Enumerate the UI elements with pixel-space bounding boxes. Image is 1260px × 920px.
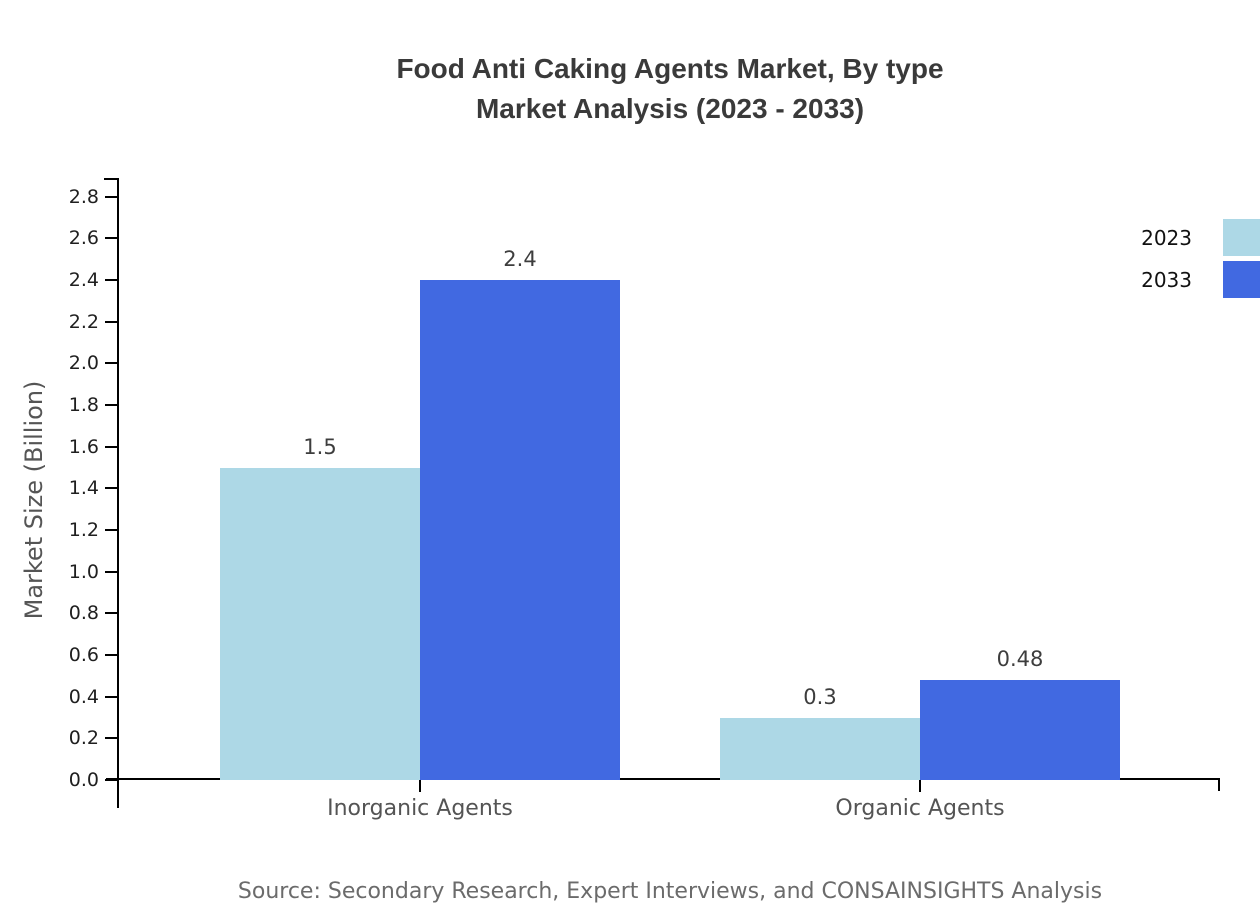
source-note: Source: Secondary Research, Expert Inter… (237, 879, 1103, 904)
y-tick-label: 0.6 (68, 644, 99, 666)
y-tick-label: 1.6 (68, 435, 99, 458)
x-category-label: Inorganic Agents (327, 796, 513, 821)
y-tick-label: 2.0 (68, 352, 99, 375)
y-tick (105, 529, 117, 531)
y-tick (105, 779, 117, 781)
y-tick (105, 695, 117, 698)
y-tick-label: 1.0 (68, 560, 99, 583)
bar-2023-inorganic-agents (220, 467, 420, 780)
y-tick (105, 654, 117, 656)
bar-2033-organic-agents (920, 680, 1120, 780)
legend-item-2033: 2033 (1102, 261, 1260, 298)
y-tick-label: 1.8 (68, 394, 99, 416)
y-tick-label: 1.4 (68, 477, 99, 500)
y-tick (105, 237, 117, 240)
y-tick-label: 2.6 (68, 227, 99, 250)
y-tick (105, 737, 117, 740)
x-category-label: Organic Agents (835, 796, 1005, 821)
y-tick-label: 2.8 (68, 185, 99, 208)
chart-title-line2: Market Analysis (2023 - 2033) (475, 93, 865, 124)
legend-label-2033: 2033 (1141, 267, 1192, 292)
x-axis-right-cap (1218, 778, 1220, 791)
y-tick (105, 320, 117, 323)
y-tick (105, 612, 117, 615)
y-tick-label: 0.2 (68, 727, 99, 750)
y-axis-top-cap (104, 178, 117, 180)
x-tick (419, 780, 421, 792)
x-axis-spine (106, 778, 1220, 780)
chart-title: Food Anti Caking Agents Market, By type … (120, 49, 1220, 129)
y-tick (105, 362, 117, 365)
y-tick (105, 195, 117, 198)
chart-title-line1: Food Anti Caking Agents Market, By type (396, 53, 944, 84)
legend-swatch-2033 (1223, 261, 1260, 298)
legend: 2023 2033 (1102, 219, 1260, 298)
legend-swatch-2023 (1223, 219, 1260, 256)
bar-2033-inorganic-agents (420, 280, 620, 780)
y-tick (105, 570, 117, 573)
y-tick (105, 404, 117, 406)
legend-item-2023: 2023 (1102, 219, 1260, 256)
y-tick (105, 279, 117, 281)
bar-value-label-2023-inorganic-agents: 1.5 (303, 434, 337, 459)
y-tick-label: 0.8 (68, 602, 99, 625)
bar-value-label-2033-inorganic-agents: 2.4 (503, 247, 537, 271)
y-tick-label: 2.4 (68, 269, 99, 291)
y-axis-spine (117, 178, 119, 808)
y-tick-label: 1.2 (68, 519, 99, 541)
legend-label-2023: 2023 (1141, 225, 1192, 250)
bar-value-label-2023-organic-agents: 0.3 (803, 684, 837, 709)
y-tick (105, 445, 117, 448)
bar-2023-organic-agents (720, 717, 920, 780)
y-tick-label: 0.0 (68, 769, 99, 791)
y-tick-label: 2.2 (68, 310, 99, 333)
y-tick (105, 487, 117, 490)
bar-value-label-2033-organic-agents: 0.48 (996, 647, 1044, 671)
x-tick (919, 780, 921, 792)
y-tick-label: 0.4 (68, 685, 99, 708)
